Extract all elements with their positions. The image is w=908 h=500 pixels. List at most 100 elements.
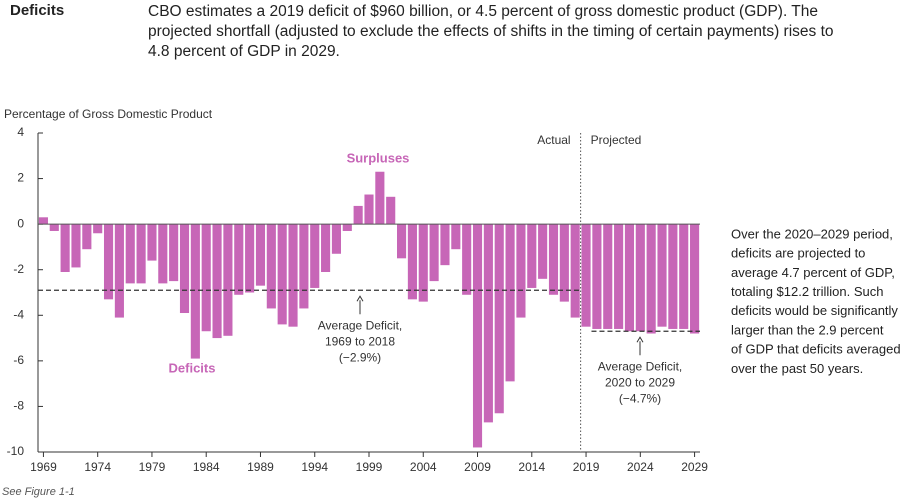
bar: [451, 224, 461, 250]
bar: [234, 224, 244, 295]
bar: [462, 224, 472, 295]
bar: [679, 224, 689, 329]
x-tick-label: 2029: [681, 460, 708, 474]
bar: [331, 224, 342, 254]
bar: [114, 224, 124, 318]
y-tick-label: -10: [7, 444, 25, 458]
y-tick-label: 2: [17, 171, 24, 185]
bar: [548, 224, 559, 295]
bar: [657, 224, 667, 327]
bar: [71, 224, 81, 268]
bar: [581, 224, 591, 327]
bar: [299, 224, 309, 309]
arrow-head: [636, 336, 644, 343]
bar: [169, 224, 179, 282]
bar: [472, 224, 483, 448]
x-tick-label: 2014: [518, 460, 545, 474]
bar: [201, 224, 211, 332]
source: See Figure 1-1: [2, 486, 75, 498]
average-label: Average Deficit,: [318, 318, 403, 332]
bar: [82, 224, 92, 250]
y-tick-label: -8: [13, 399, 24, 413]
note-line: Over the 2020–2029 period,: [731, 226, 893, 241]
note-line: average 4.7 percent of GDP,: [731, 265, 895, 280]
bar: [364, 194, 374, 225]
bar: [158, 224, 168, 284]
x-tick-label: 1989: [247, 460, 274, 474]
bar: [288, 224, 298, 327]
bar: [527, 224, 537, 288]
bar: [179, 224, 190, 314]
bar: [190, 224, 200, 359]
x-tick-label: 1974: [84, 460, 111, 474]
summary-line: CBO estimates a 2019 deficit of $960 bil…: [148, 3, 818, 20]
bar: [49, 224, 59, 231]
note-line: deficits would be significantly: [731, 303, 898, 318]
average-label: (−2.9%): [339, 350, 381, 364]
bar: [38, 217, 48, 225]
x-tick-label: 1979: [139, 460, 166, 474]
bar: [429, 224, 439, 282]
y-tick-label: -6: [13, 353, 24, 367]
average-label: (−4.7%): [619, 391, 661, 405]
period-label: Actual: [537, 133, 570, 147]
x-tick-label: 1984: [193, 460, 220, 474]
region-label: Deficits: [169, 360, 216, 375]
summary-line: projected shortfall (adjusted to exclude…: [148, 23, 834, 40]
bar: [223, 224, 233, 336]
section-header: Deficits: [10, 2, 65, 19]
average-label: Average Deficit,: [598, 359, 683, 373]
bar: [668, 224, 678, 329]
bar: [592, 224, 602, 329]
bar: [212, 224, 222, 339]
bar: [418, 224, 428, 302]
bar: [614, 224, 624, 329]
bar: [310, 224, 320, 288]
average-label: 1969 to 2018: [325, 334, 395, 348]
y-axis-title: Percentage of Gross Domestic Product: [4, 107, 213, 121]
note-line: of GDP that deficits averaged: [731, 342, 901, 357]
bar: [321, 224, 331, 272]
note-line: totaling $12.2 trillion. Such: [731, 284, 883, 299]
bar: [505, 224, 515, 382]
bar: [277, 224, 287, 325]
bar: [690, 224, 700, 334]
bar: [483, 224, 493, 423]
bar: [136, 224, 146, 284]
region-label: Surpluses: [347, 150, 410, 165]
x-tick-label: 1999: [356, 460, 383, 474]
y-tick-label: -4: [13, 307, 24, 321]
bar: [538, 224, 548, 279]
bar: [570, 224, 580, 318]
bar: [255, 224, 266, 286]
bar: [559, 224, 569, 302]
bar: [516, 224, 526, 318]
x-tick-label: 1969: [30, 460, 57, 474]
bar: [635, 224, 645, 332]
period-label: Projected: [591, 133, 642, 147]
summary: CBO estimates a 2019 deficit of $960 bil…: [148, 2, 888, 62]
bar: [407, 224, 417, 300]
average-label: 2020 to 2029: [605, 375, 675, 389]
bar: [353, 205, 363, 225]
note-line: larger than the 2.9 percent: [731, 322, 884, 337]
bar: [386, 196, 396, 225]
bar: [396, 224, 407, 259]
bar: [245, 224, 255, 293]
bar: [603, 224, 613, 329]
bar: [342, 224, 352, 231]
summary-line: 4.8 percent of GDP in 2029.: [148, 43, 340, 60]
bar: [440, 224, 450, 266]
bar: [60, 224, 70, 272]
bar: [266, 224, 276, 309]
y-tick-label: 4: [17, 125, 24, 139]
bar: [125, 224, 135, 284]
bar: [624, 224, 635, 332]
bar: [147, 224, 157, 261]
x-tick-label: 2024: [627, 460, 654, 474]
bar: [646, 224, 656, 334]
note-line: deficits are projected to: [731, 246, 865, 261]
bar: [93, 224, 103, 234]
